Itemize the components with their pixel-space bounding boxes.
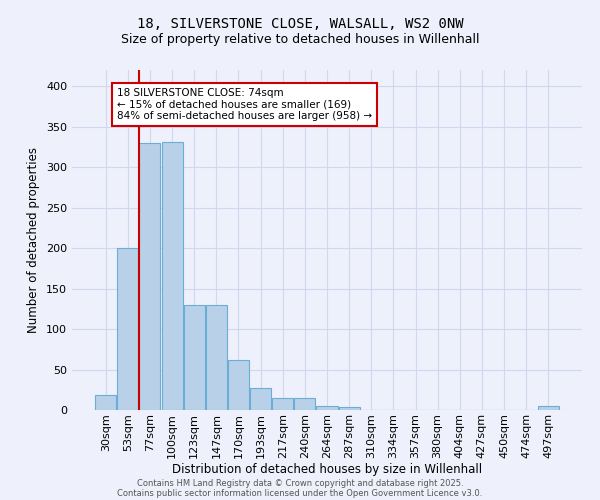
Bar (250, 388, 271, 410)
Text: Contains public sector information licensed under the Open Government Licence v3: Contains public sector information licen… (118, 488, 482, 498)
X-axis label: Distribution of detached houses by size in Willenhall: Distribution of detached houses by size … (172, 464, 482, 476)
Bar (139, 143, 160, 410)
Bar (184, 305, 205, 410)
Text: 18 SILVERSTONE CLOSE: 74sqm
← 15% of detached houses are smaller (169)
84% of se: 18 SILVERSTONE CLOSE: 74sqm ← 15% of det… (117, 88, 372, 121)
Bar (338, 407, 359, 410)
Bar (228, 360, 249, 410)
Bar (272, 398, 293, 410)
Bar (95, 396, 116, 410)
Bar (161, 142, 182, 410)
Text: Contains HM Land Registry data © Crown copyright and database right 2025.: Contains HM Land Registry data © Crown c… (137, 478, 463, 488)
Bar (206, 305, 227, 410)
Text: Size of property relative to detached houses in Willenhall: Size of property relative to detached ho… (121, 32, 479, 46)
Bar (538, 406, 559, 410)
Bar (295, 398, 316, 410)
Text: 18, SILVERSTONE CLOSE, WALSALL, WS2 0NW: 18, SILVERSTONE CLOSE, WALSALL, WS2 0NW (137, 18, 463, 32)
Bar (316, 406, 338, 410)
Bar (118, 248, 139, 410)
Y-axis label: Number of detached properties: Number of detached properties (28, 147, 40, 333)
